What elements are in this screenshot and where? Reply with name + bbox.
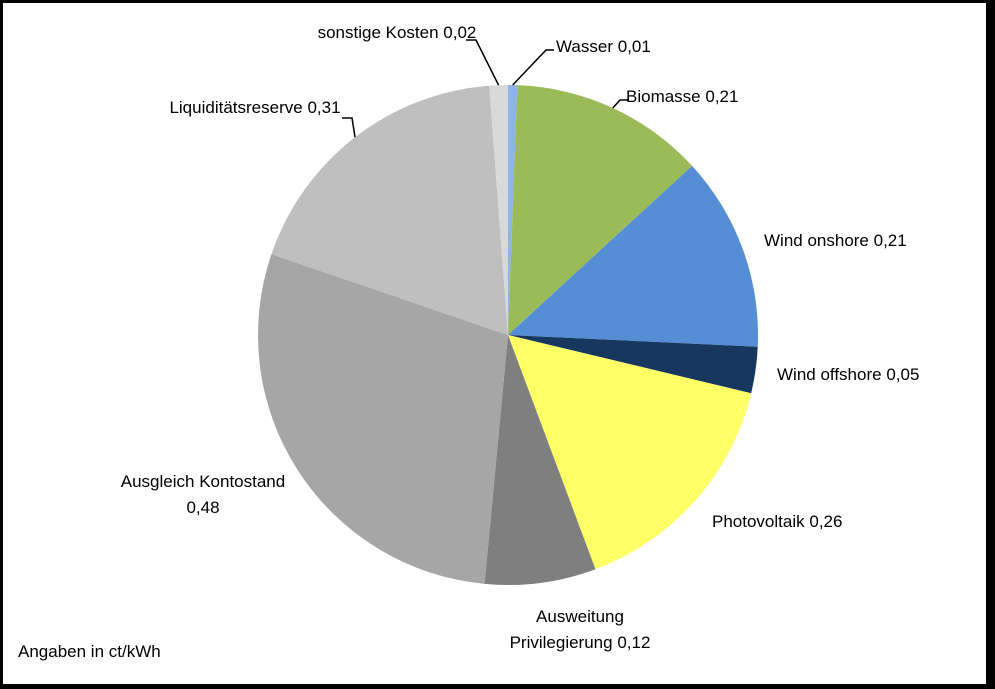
- slice-label: Ausgleich Kontostand 0,48: [118, 469, 288, 521]
- slice-label: Wind offshore 0,05: [777, 362, 987, 388]
- leader-line: [612, 99, 628, 109]
- value-label: 0,26: [809, 512, 843, 531]
- category-label: Photovoltaik: [712, 512, 805, 531]
- value-label: 0,12: [617, 633, 651, 652]
- slice-label: Biomasse 0,21: [626, 84, 826, 110]
- pie-slice: [271, 85, 508, 335]
- category-label: Biomasse: [626, 87, 701, 106]
- category-label: Wind offshore: [777, 365, 882, 384]
- value-label: 0,02: [443, 23, 477, 42]
- slice-label: sonstige Kosten 0,02: [317, 20, 477, 46]
- pie-slice: [258, 254, 508, 584]
- pie-slice: [508, 335, 752, 570]
- slice-label: Liquiditätsreserve 0,31: [160, 95, 350, 121]
- pie-slice: [508, 85, 518, 335]
- category-label: Ausweitung Privilegierung: [509, 607, 624, 652]
- pie-slice: [484, 335, 596, 585]
- category-label: Wind onshore: [764, 231, 869, 250]
- slice-label: Wind onshore 0,21: [764, 228, 984, 254]
- category-label: Liquiditätsreserve: [169, 98, 303, 117]
- value-label: 0,21: [873, 231, 907, 250]
- slice-label: Photovoltaik 0,26: [712, 509, 912, 535]
- slice-label: Wasser 0,01: [556, 34, 756, 60]
- slice-label: Ausweitung Privilegierung 0,12: [495, 604, 665, 656]
- category-label: sonstige Kosten: [317, 23, 439, 42]
- note: Angaben in ct/kWh: [18, 642, 161, 661]
- value-label: 0,01: [617, 37, 651, 56]
- leader-line: [512, 49, 554, 86]
- category-label: Ausgleich Kontostand: [120, 472, 286, 491]
- value-label: 0,48: [186, 498, 220, 517]
- value-label: 0,31: [307, 98, 341, 117]
- leader-line: [342, 117, 356, 138]
- value-label: 0,05: [886, 365, 920, 384]
- pie-slice: [508, 335, 758, 394]
- leader-line: [466, 39, 500, 86]
- category-label: Wasser: [556, 37, 613, 56]
- value-label: 0,21: [705, 87, 739, 106]
- pie-slice: [489, 85, 508, 335]
- pie-slice: [508, 85, 693, 335]
- pie-slice: [508, 165, 758, 347]
